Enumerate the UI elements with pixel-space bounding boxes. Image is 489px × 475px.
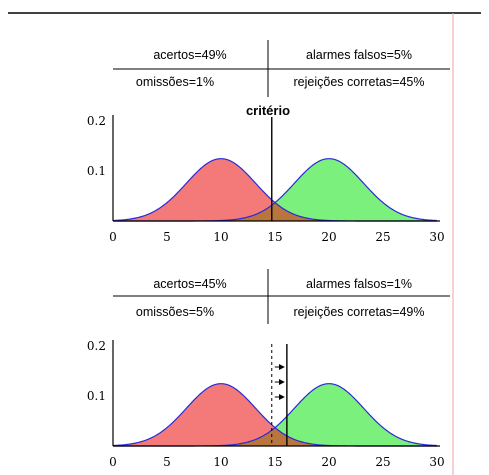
plot-2-x-tick-25: 25 — [375, 455, 390, 469]
table-1-false-alarms: alarmes falsos=5% — [306, 48, 412, 62]
plot-2-x-tick-0: 0 — [109, 455, 117, 469]
table-1-misses: omissões=1% — [136, 75, 214, 89]
plot-1-y-tick-0.1: 0.1 — [87, 164, 106, 178]
table-1-hits: acertos=49% — [153, 48, 226, 62]
plot-2-y-tick-0.2: 0.2 — [87, 339, 106, 353]
outcome-table-1: acertos=49% alarmes falsos=5% omissões=1… — [113, 40, 450, 97]
plot-2-overlap-area — [113, 427, 437, 446]
plot-2-x-tick-15: 15 — [267, 455, 282, 469]
table-2-misses: omissões=5% — [136, 305, 214, 319]
plot-1-y-tick-0.2: 0.2 — [87, 114, 106, 128]
outcome-table-2: acertos=45% alarmes falsos=1% omissões=5… — [113, 269, 450, 324]
plot-2-y-tick-0.1: 0.1 — [87, 389, 106, 403]
plot-1-x-tick-30: 30 — [429, 230, 444, 244]
distribution-plot-2: 0 5 10 15 20 25 30 0.1 0.2 — [87, 339, 445, 469]
plot-1-signal-distribution — [113, 158, 437, 221]
plot-1-x-tick-20: 20 — [321, 230, 336, 244]
table-1-correct-rejections: rejeições corretas=45% — [294, 75, 425, 89]
plot-1-x-tick-5: 5 — [163, 230, 171, 244]
plot-1-x-tick-25: 25 — [375, 230, 390, 244]
plot-1-x-tick-15: 15 — [267, 230, 282, 244]
plot-1-noise-distribution — [113, 158, 437, 221]
plot-2-x-tick-10: 10 — [213, 455, 228, 469]
distribution-plot-1: 0 5 10 15 20 25 30 0.1 0.2 — [87, 114, 445, 244]
table-2-hits: acertos=45% — [153, 277, 226, 291]
criterion-label: critério — [246, 103, 290, 118]
plot-2-x-tick-5: 5 — [163, 455, 171, 469]
plot-2-signal-distribution — [113, 383, 437, 446]
plot-2-x-tick-30: 30 — [429, 455, 444, 469]
plot-1-overlap-area — [113, 202, 437, 221]
plot-1-x-tick-10: 10 — [213, 230, 228, 244]
table-2-correct-rejections: rejeições corretas=49% — [294, 305, 425, 319]
table-2-false-alarms: alarmes falsos=1% — [306, 277, 412, 291]
plot-2-x-tick-20: 20 — [321, 455, 336, 469]
plot-1-x-tick-0: 0 — [109, 230, 117, 244]
plot-2-noise-distribution — [113, 383, 437, 446]
